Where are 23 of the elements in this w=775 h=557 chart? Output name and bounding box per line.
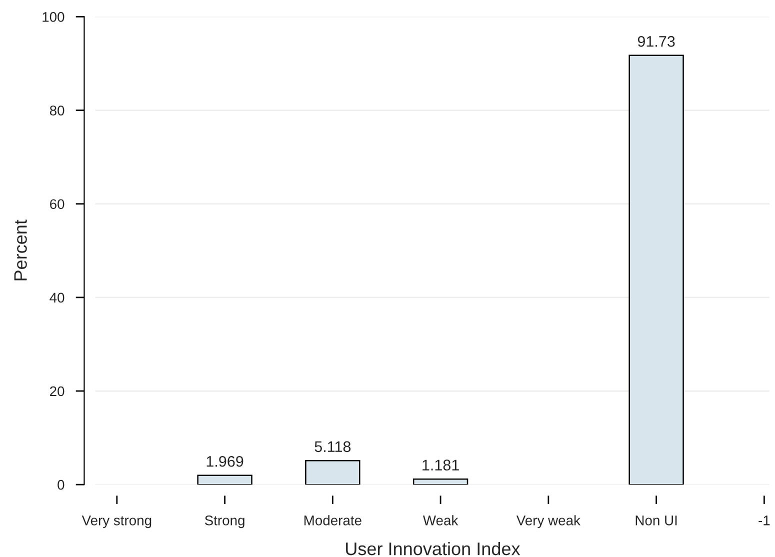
y-tick-label: 60 <box>50 199 64 210</box>
x-tick-label: -1 <box>758 516 770 526</box>
x-tick-label: Very strong <box>82 516 152 528</box>
x-tick-label: Weak <box>422 515 458 526</box>
x-axis-title: User Innovation Index <box>346 542 520 556</box>
y-tick-label: 80 <box>50 106 64 116</box>
bar <box>305 460 360 485</box>
data-label: 1.969 <box>206 456 244 467</box>
y-axis-title: Percent <box>14 220 27 280</box>
x-tick-label: Non UI <box>636 516 677 526</box>
bar <box>197 474 252 485</box>
data-label: 91.73 <box>638 36 675 47</box>
y-tick-label: 20 <box>50 386 64 396</box>
x-tick-label: Very weak <box>516 515 580 528</box>
x-tick-label: Moderate <box>304 515 362 526</box>
x-tick-label: Strong <box>204 516 244 528</box>
bar <box>628 54 684 485</box>
y-tick-label: 0 <box>58 480 64 490</box>
data-label: 1.181 <box>422 460 459 470</box>
y-tick-label: 100 <box>42 12 64 22</box>
y-tick-label: 40 <box>50 292 64 303</box>
bar <box>412 478 468 485</box>
data-label: 5.118 <box>314 441 351 452</box>
